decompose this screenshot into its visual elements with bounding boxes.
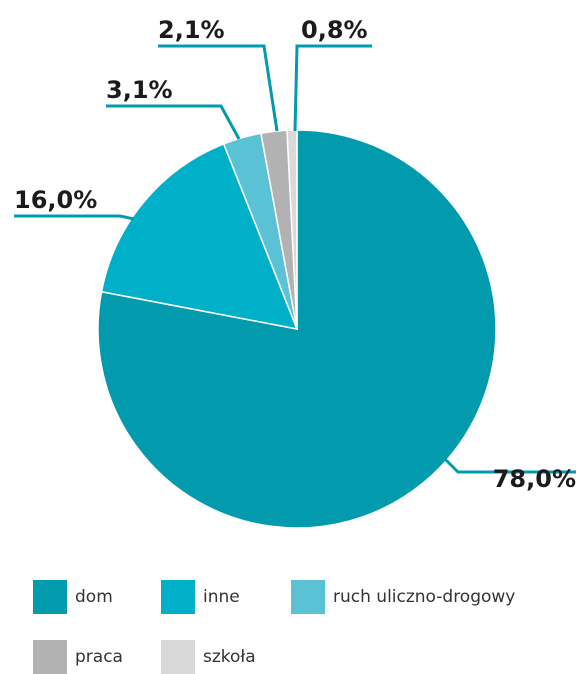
legend-label-ruch: ruch uliczno-drogowy: [333, 587, 516, 607]
leader-line-szkola: [293, 44, 372, 132]
legend-item-ruch: ruch uliczno-drogowy: [291, 580, 515, 614]
legend-swatch-dom: [33, 580, 67, 614]
legend-label-dom: dom: [75, 587, 113, 607]
legend-item-praca: praca: [33, 640, 123, 674]
pie-slice-szko-a: [286, 129, 298, 330]
pie-slice-dom: [97, 129, 497, 529]
legend: dom inne ruch uliczno-drogowy praca szko…: [0, 580, 576, 674]
value-labels: 78,0% 16,0% 3,1% 2,1% 0,8%: [14, 16, 576, 493]
legend-item-szkola: szkoła: [161, 640, 256, 674]
leader-line-inne: [14, 214, 135, 221]
leader-line-dom: [430, 444, 576, 474]
pie-slice-inne: [100, 142, 299, 330]
legend-swatch-szkola: [161, 640, 195, 674]
legend-swatch-praca: [33, 640, 67, 674]
legend-item-inne: inne: [161, 580, 240, 614]
legend-item-dom: dom: [33, 580, 113, 614]
legend-label-inne: inne: [203, 587, 240, 607]
legend-label-praca: praca: [75, 647, 123, 667]
legend-swatch-inne: [161, 580, 195, 614]
legend-label-szkola: szkoła: [203, 647, 256, 667]
leader-lines: [14, 44, 576, 474]
leader-line-ruch: [106, 104, 241, 140]
value-label-ruch: 3,1%: [106, 76, 173, 104]
leader-line-praca: [158, 44, 279, 132]
value-label-szkola: 0,8%: [301, 16, 368, 44]
pie-slices: [97, 129, 497, 529]
pie-chart: 78,0% 16,0% 3,1% 2,1% 0,8%: [14, 16, 576, 529]
legend-swatch-ruch: [291, 580, 325, 614]
value-label-inne: 16,0%: [14, 186, 97, 214]
value-label-praca: 2,1%: [158, 16, 225, 44]
value-label-dom: 78,0%: [493, 465, 576, 493]
